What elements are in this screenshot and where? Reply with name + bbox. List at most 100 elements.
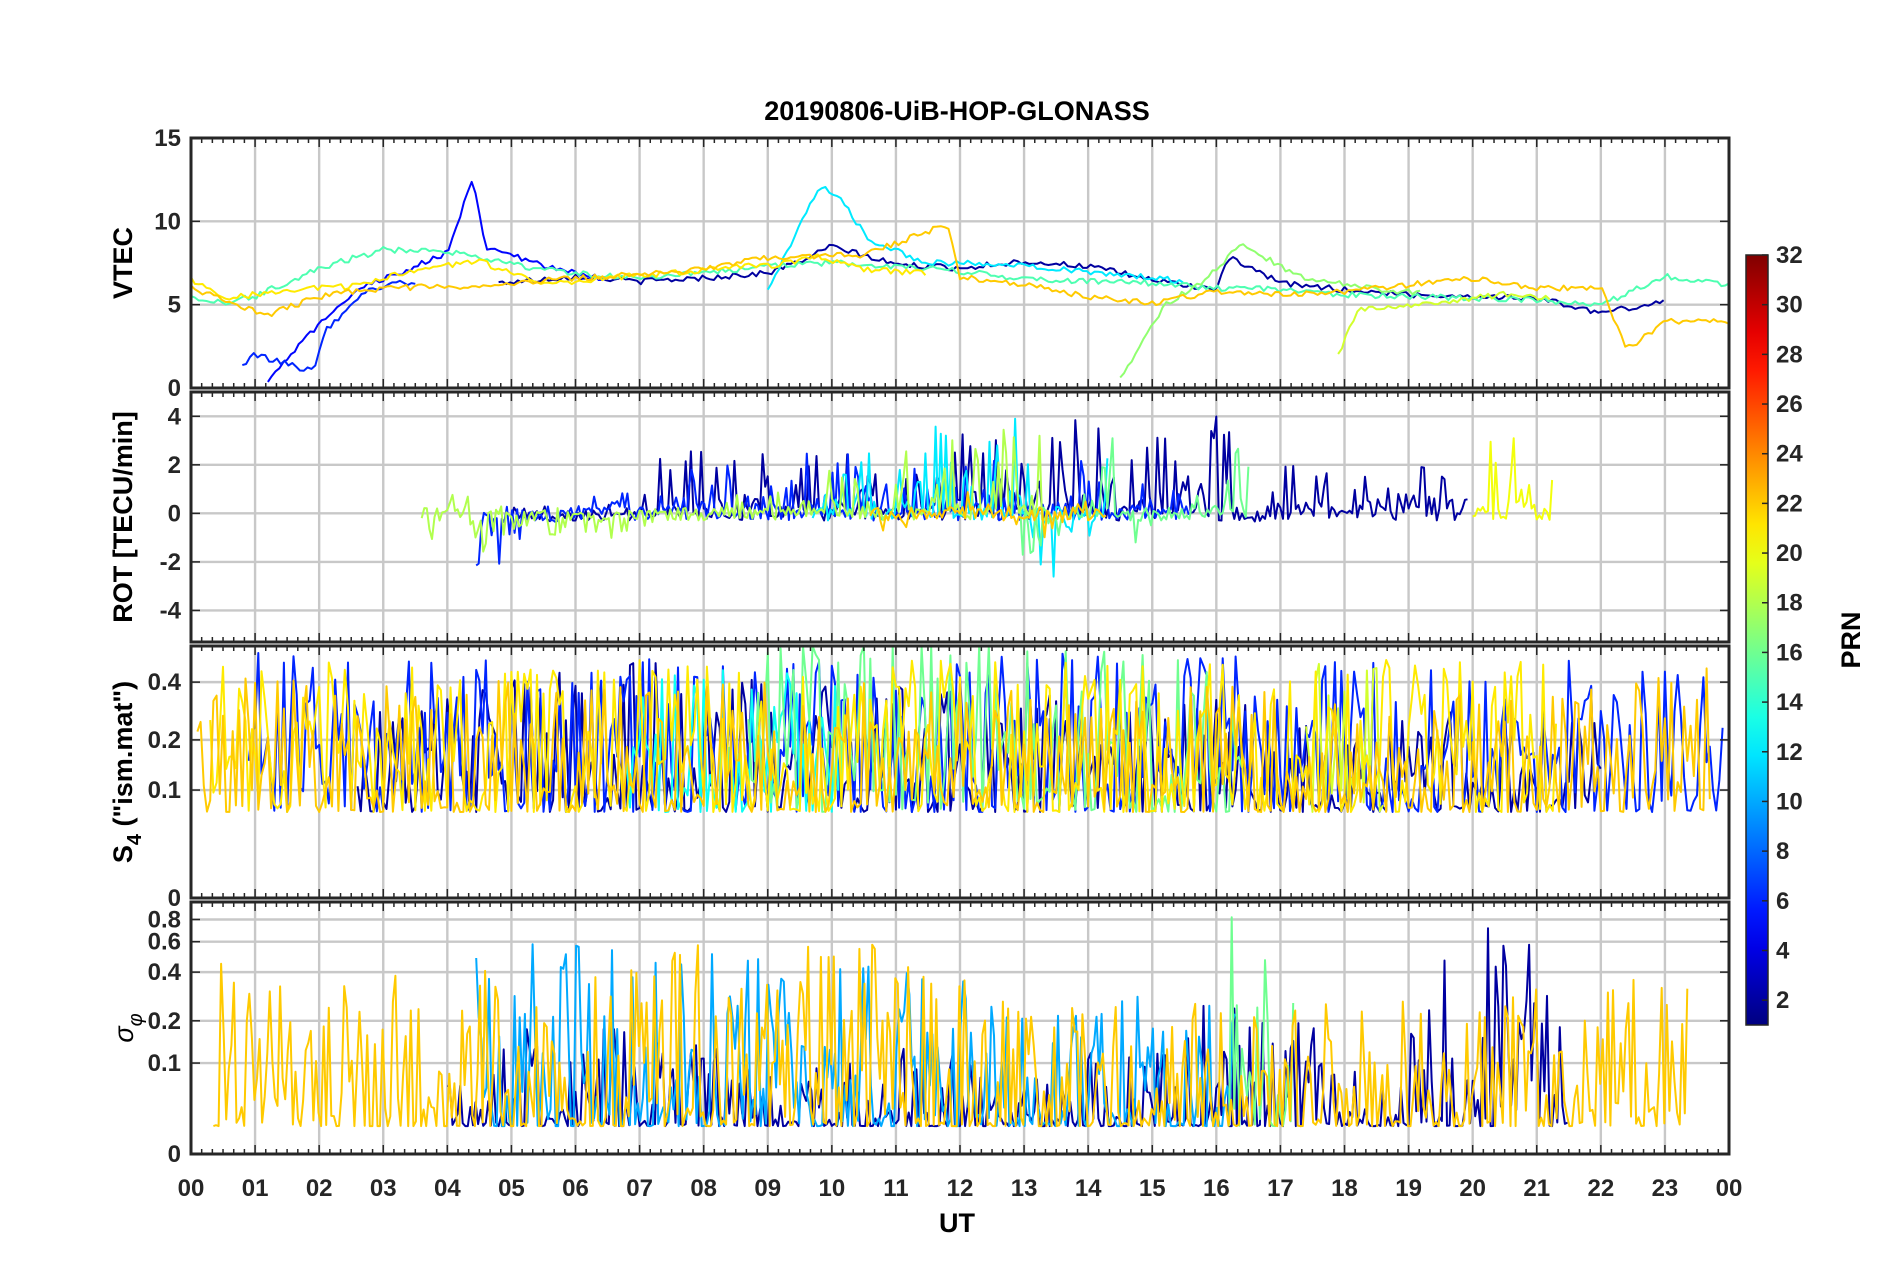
colorbar-tick-label: 22 <box>1776 490 1803 517</box>
xtick-label: 22 <box>1587 1175 1614 1202</box>
ytick-label-sigma: 0.6 <box>148 929 181 956</box>
xtick-label: 06 <box>562 1175 589 1202</box>
series-vtec-prn-2 <box>498 243 1665 315</box>
panel-frame-sigma <box>189 900 1731 1156</box>
series-rot-prn-6 <box>475 452 1190 567</box>
colorbar-tick-label: 32 <box>1776 242 1803 269</box>
colorbar-tick-label: 12 <box>1776 739 1803 766</box>
panel-vtec: 0 5 10 15 VTEC <box>108 125 1731 402</box>
xtick-label: 03 <box>370 1175 397 1202</box>
ytick-label-s4: 0.2 <box>148 727 181 754</box>
ytick-label-rot: -4 <box>160 597 182 624</box>
xtick-label: 16 <box>1203 1175 1230 1202</box>
colorbar-tick-label: 16 <box>1776 639 1803 666</box>
xtick-label: 04 <box>434 1175 461 1202</box>
colorbar-tick-label: 8 <box>1776 838 1789 865</box>
xtick-label: 20 <box>1459 1175 1486 1202</box>
series-vtec-prn-21 <box>191 253 927 301</box>
series-vtec-prn-19 <box>1337 290 1551 355</box>
ytick-label-rot: 2 <box>168 452 181 479</box>
ytick-label-rot: -2 <box>160 549 181 576</box>
colorbar-tick-label: 14 <box>1776 689 1803 716</box>
colorbar-tick-label: 20 <box>1776 540 1803 567</box>
series-sigma-prn-22 <box>213 943 1689 1128</box>
xtick-label: 00 <box>1716 1175 1743 1202</box>
colorbar-gradient <box>1745 254 1769 1026</box>
xtick-label: 18 <box>1331 1175 1358 1202</box>
xtick-label: 00 <box>178 1175 205 1202</box>
series-rot-prn-20 <box>1472 437 1554 521</box>
panel-s4: 0 0.1 0.2 0.4S4 ("ism.mat") <box>108 644 1731 912</box>
ytick-label-sigma: 0.1 <box>148 1050 181 1077</box>
panels: 0 5 10 15 VTEC -4 -2 0 2 4 ROT [TECU/min] 0 0.1 0.2 0.… <box>108 125 1731 1168</box>
series-rot-prn-16 <box>1016 437 1250 556</box>
series-s4-prn-21 <box>209 659 1557 813</box>
xtick-label: 12 <box>947 1175 974 1202</box>
xtick-label: 19 <box>1395 1175 1422 1202</box>
ytick-label-sigma: 0.4 <box>148 959 182 986</box>
y-axis-label-sigma: σφ <box>109 1013 147 1042</box>
series-group-s4 <box>196 646 1724 813</box>
xtick-label: 07 <box>626 1175 653 1202</box>
colorbar-label: PRN <box>1836 611 1866 668</box>
xtick-label: 17 <box>1267 1175 1294 1202</box>
y-axis-label-vtec: VTEC <box>108 227 138 299</box>
ytick-label-rot: 4 <box>168 403 182 430</box>
ytick-label-vtec: 0 <box>168 375 181 402</box>
panel-frame-rot <box>189 390 1731 644</box>
gridlines-rot <box>191 392 1729 642</box>
series-rot-prn-18 <box>420 428 1051 553</box>
y-axis-label-s4: S4 ("ism.mat") <box>108 681 146 863</box>
ytick-label-s4: 0.4 <box>148 669 182 696</box>
colorbar-tick-label: 4 <box>1776 937 1790 964</box>
axis-ticks-s4: 0 0.1 0.2 0.4 <box>148 646 1729 912</box>
xtick-label: 23 <box>1652 1175 1679 1202</box>
series-group-rot <box>420 415 1554 578</box>
xtick-label: 02 <box>306 1175 333 1202</box>
colorbar-tick-label: 24 <box>1776 441 1803 468</box>
ytick-label-s4: 0.1 <box>148 777 181 804</box>
xtick-label: 15 <box>1139 1175 1166 1202</box>
colorbar-tick-label: 28 <box>1776 341 1803 368</box>
panel-frame-vtec <box>189 136 1731 390</box>
ytick-label-vtec: 15 <box>154 125 181 152</box>
xtick-label: 11 <box>883 1175 908 1202</box>
series-vtec-prn-22 <box>191 225 1729 348</box>
colorbar-tick-label: 30 <box>1776 292 1803 319</box>
series-s4-prn-22 <box>196 667 1711 813</box>
ytick-label-sigma: 0.8 <box>148 906 181 933</box>
ytick-label-vtec: 10 <box>154 208 181 235</box>
x-axis: 00 01 02 03 04 05 06 07 08 09 10 11 12 13 14 15 16 17 18 19… <box>178 1175 1743 1202</box>
colorbar-tick-label: 26 <box>1776 391 1803 418</box>
panel-sigma: 0 0.1 0.2 0.4 0.60.8 σφ <box>109 900 1731 1168</box>
ytick-label-s4: 0 <box>168 885 181 912</box>
series-group-sigma <box>213 916 1689 1128</box>
panel-frame-s4 <box>189 644 1731 900</box>
series-rot-prn-2 <box>510 415 1468 523</box>
ytick-label-vtec: 5 <box>168 292 181 319</box>
xtick-label: 09 <box>754 1175 781 1202</box>
panel-rot: -4 -2 0 2 4 ROT [TECU/min] <box>108 390 1731 644</box>
xtick-label: 08 <box>690 1175 717 1202</box>
xtick-label: 10 <box>818 1175 845 1202</box>
ytick-label-sigma: 0.2 <box>148 1008 181 1035</box>
series-vtec-prn-17 <box>1119 243 1421 379</box>
ytick-label-sigma: 0 <box>168 1141 181 1168</box>
xtick-label: 13 <box>1011 1175 1038 1202</box>
colorbar-tick-label: 18 <box>1776 590 1803 617</box>
xtick-label: 01 <box>242 1175 269 1202</box>
x-axis-label: UT <box>939 1208 975 1238</box>
colorbar-tick-label: 2 <box>1776 987 1789 1014</box>
colorbar-tick-label: 10 <box>1776 788 1803 815</box>
colorbar-tick-label: 6 <box>1776 888 1789 915</box>
series-group-vtec <box>191 180 1729 383</box>
series-vtec-prn-12 <box>766 186 1184 291</box>
xtick-label: 05 <box>498 1175 525 1202</box>
y-axis-label-rot: ROT [TECU/min] <box>108 411 138 622</box>
xtick-label: 14 <box>1075 1175 1102 1202</box>
ytick-label-rot: 0 <box>168 500 181 527</box>
xtick-label: 21 <box>1523 1175 1550 1202</box>
series-rot-prn-12 <box>811 417 1109 578</box>
